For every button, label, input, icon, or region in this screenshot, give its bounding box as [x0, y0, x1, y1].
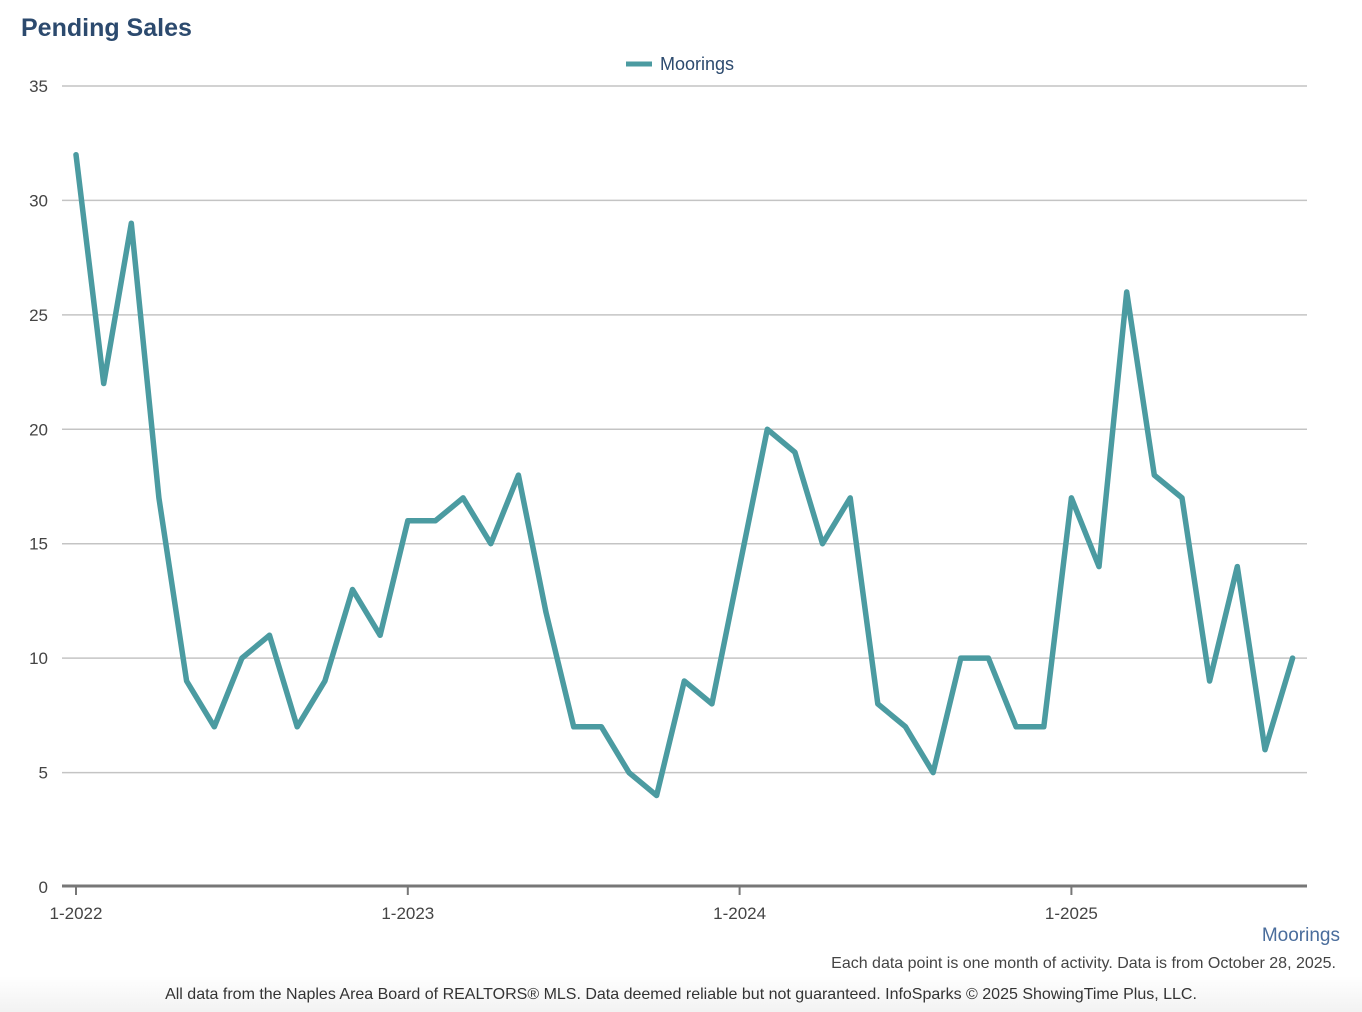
x-tick-label: 1-2022 [50, 904, 103, 923]
source-link-moorings[interactable]: Moorings [1261, 925, 1340, 946]
grid-lines [62, 85, 1307, 888]
footer-bar [0, 976, 1362, 1012]
x-tick-label: 1-2023 [381, 904, 434, 923]
y-tick-label: 10 [29, 649, 48, 668]
y-tick-label: 15 [29, 535, 48, 554]
x-tick-label: 1-2024 [713, 904, 766, 923]
y-tick-label: 5 [39, 764, 48, 783]
footer-disclaimer: All data from the Naples Area Board of R… [165, 986, 1197, 1003]
y-tick-label: 0 [39, 878, 48, 897]
x-tick-label: 1-2025 [1045, 904, 1098, 923]
y-tick-label: 25 [29, 306, 48, 325]
legend[interactable]: Moorings [626, 54, 734, 74]
x-axis-labels: 1-2022 1-2023 1-2024 1-2025 [50, 886, 1098, 923]
series-line-moorings[interactable] [73, 151, 1296, 799]
data-note: Each data point is one month of activity… [831, 955, 1336, 972]
chart-title: Pending Sales [21, 14, 192, 42]
y-axis-labels: 0 5 10 15 20 25 30 35 [29, 77, 48, 897]
y-tick-label: 30 [29, 191, 48, 210]
y-tick-label: 35 [29, 77, 48, 96]
legend-label-moorings[interactable]: Moorings [660, 54, 734, 74]
series-lines [73, 151, 1296, 799]
y-tick-label: 20 [29, 420, 48, 439]
